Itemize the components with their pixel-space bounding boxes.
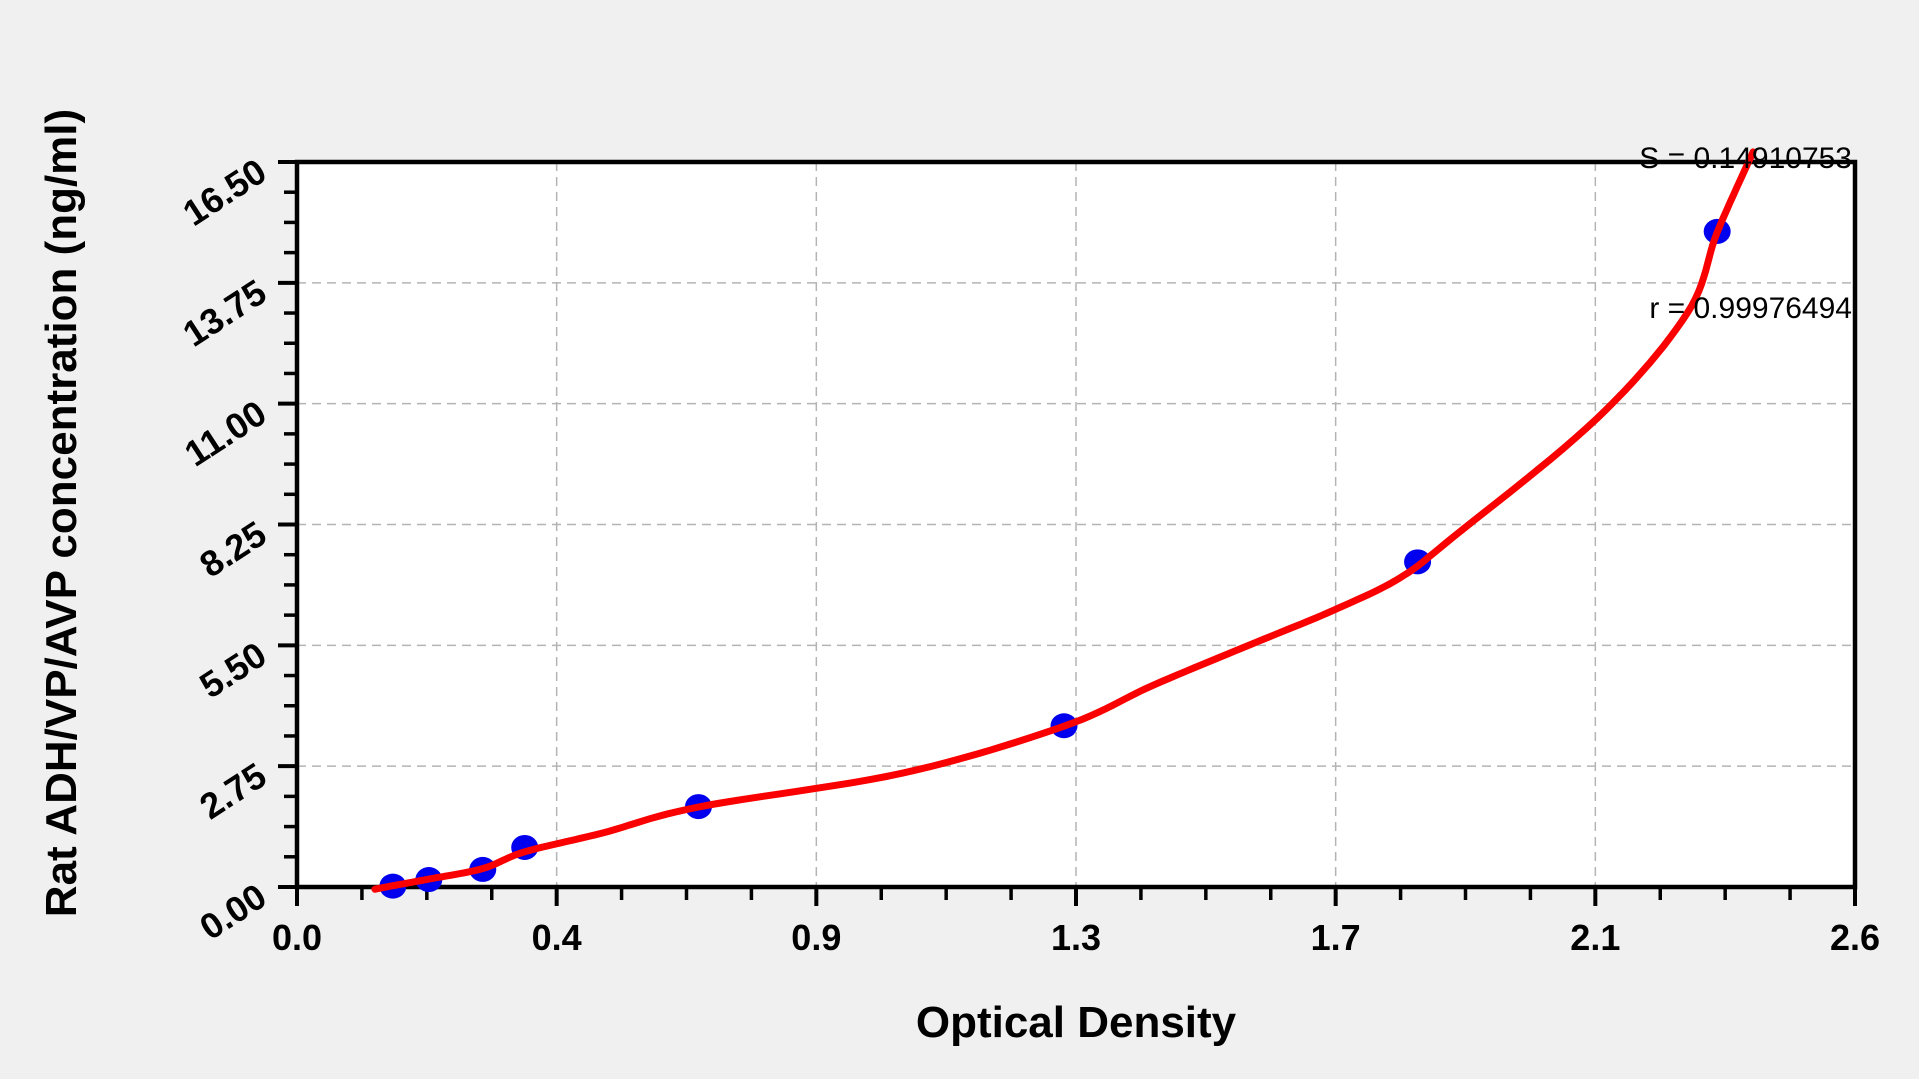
x-tick-label: 0.4 <box>532 917 582 958</box>
x-tick-label: 2.6 <box>1830 917 1880 958</box>
y-tick-label: 11.00 <box>177 392 273 474</box>
x-tick-label: 0.9 <box>791 917 841 958</box>
standard-curve-line <box>371 148 1757 893</box>
x-tick-label: 1.3 <box>1051 917 1101 958</box>
y-tick-label: 0.00 <box>192 875 273 948</box>
y-tick-labels: 0.00 2.75 5.50 8.25 11.00 13.75 16.50 <box>175 150 273 948</box>
gridlines <box>297 162 1855 887</box>
x-tick-label: 2.1 <box>1570 917 1620 958</box>
y-tick-label: 2.75 <box>192 754 273 827</box>
y-axis-title: Rat ADH/VP/AVP concentration (ng/ml) <box>37 108 86 918</box>
curve-stats: S = 0.14910753 r = 0.99976494 <box>1639 34 1852 434</box>
y-tick-label: 8.25 <box>192 513 273 586</box>
axis-ticks <box>278 160 1857 906</box>
y-tick-label: 13.75 <box>175 271 273 354</box>
y-tick-label: 5.50 <box>192 634 273 707</box>
stat-s: S = 0.14910753 <box>1639 142 1852 175</box>
x-axis-title: Optical Density <box>915 998 1237 1047</box>
x-tick-label: 0.0 <box>272 917 322 958</box>
y-tick-label: 16.50 <box>175 150 273 233</box>
x-tick-labels: 0.0 0.4 0.9 1.3 1.7 2.1 2.6 <box>272 917 1880 958</box>
x-tick-label: 1.7 <box>1311 917 1361 958</box>
stat-r: r = 0.99976494 <box>1649 292 1852 325</box>
